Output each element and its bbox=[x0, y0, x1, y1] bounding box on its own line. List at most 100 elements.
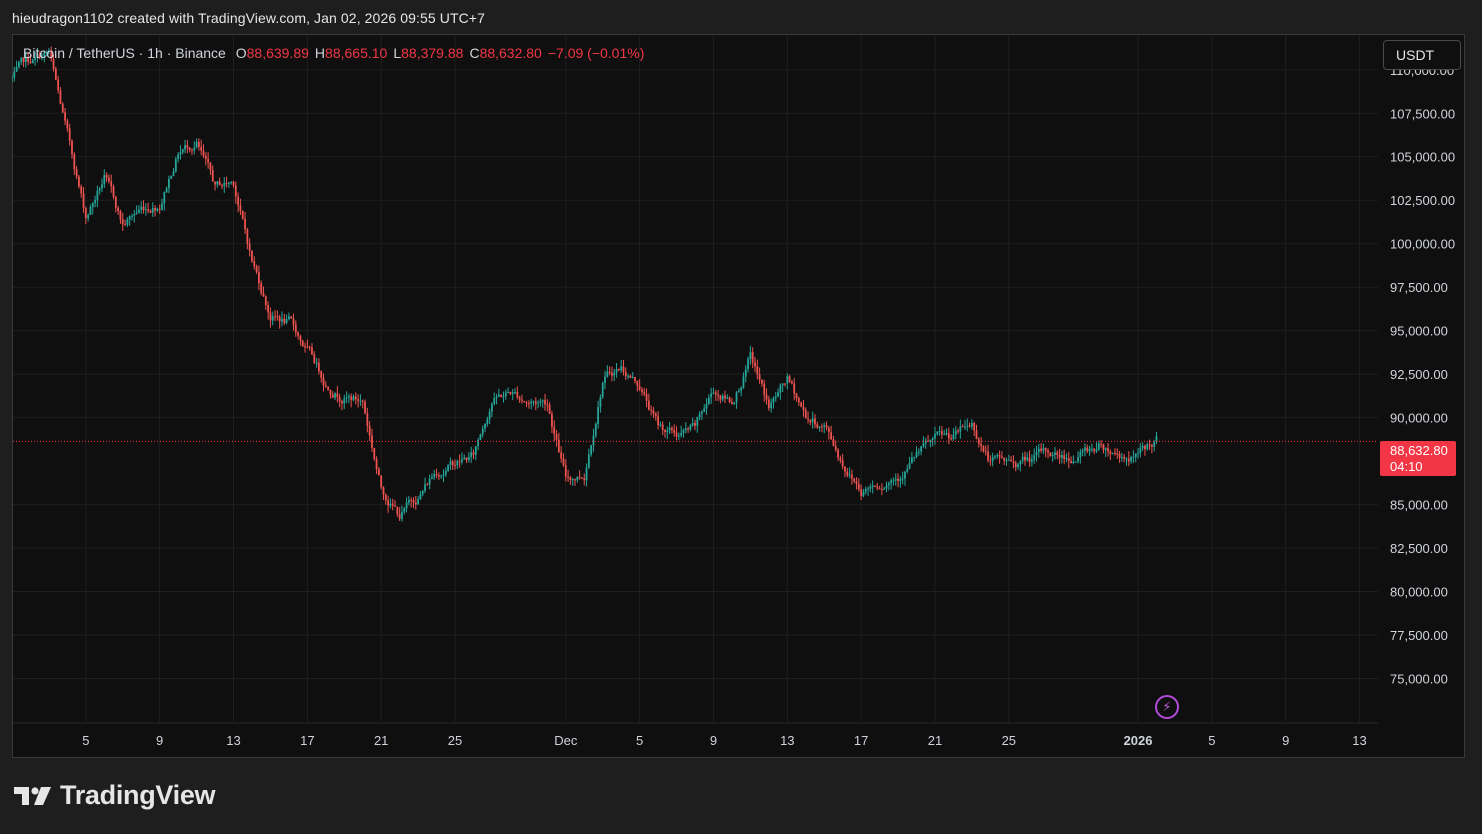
candle-body bbox=[135, 212, 138, 215]
candle-body bbox=[1120, 457, 1123, 459]
candle-body bbox=[133, 214, 136, 216]
candle-body bbox=[553, 427, 556, 435]
y-tick-label: 75,000.00 bbox=[1390, 672, 1448, 687]
candle-body bbox=[647, 400, 650, 410]
candle-body bbox=[650, 409, 653, 411]
candle-body bbox=[502, 396, 505, 398]
candle-body bbox=[1003, 458, 1006, 461]
candle-body bbox=[749, 352, 752, 359]
brand-name: TradingView bbox=[60, 780, 216, 810]
candle-body bbox=[428, 479, 431, 485]
candle-body bbox=[184, 145, 186, 150]
candle-body bbox=[682, 430, 685, 433]
candle-body bbox=[442, 474, 445, 476]
candle-body bbox=[1060, 455, 1063, 458]
candle-body bbox=[950, 438, 953, 440]
candle-body bbox=[940, 431, 943, 435]
candle-body bbox=[527, 403, 530, 405]
candle-body bbox=[537, 402, 539, 404]
candle-body bbox=[154, 207, 156, 211]
symbol-legend: Bitcoin / TetherUS · 1h · Binance O88,63… bbox=[23, 45, 650, 61]
low-label: L bbox=[393, 45, 402, 61]
candle-body bbox=[504, 392, 507, 397]
candle-body bbox=[677, 435, 680, 437]
price-chart[interactable]: 110,000.00107,500.00105,000.00102,500.00… bbox=[12, 34, 1465, 758]
candle-body bbox=[347, 396, 350, 398]
candle-body bbox=[756, 366, 759, 375]
candle-body bbox=[601, 382, 604, 398]
candle-body bbox=[947, 433, 950, 439]
last-price-label: 88,632.80 04:10 bbox=[1380, 441, 1456, 476]
candle-body bbox=[493, 398, 496, 404]
candle-body bbox=[177, 154, 180, 160]
candle-body bbox=[64, 112, 66, 121]
x-tick-label: 25 bbox=[448, 733, 462, 748]
y-tick-label: 102,500.00 bbox=[1390, 193, 1455, 208]
candle-body bbox=[84, 207, 87, 219]
candle-body bbox=[472, 452, 475, 455]
candle-body bbox=[657, 416, 659, 426]
candle-body bbox=[1095, 449, 1098, 452]
currency-selector-button[interactable]: USDT bbox=[1383, 40, 1461, 70]
y-tick-label: 80,000.00 bbox=[1390, 585, 1448, 600]
candle-body bbox=[467, 456, 470, 461]
candle-body bbox=[1072, 461, 1075, 464]
candle-body bbox=[80, 186, 83, 194]
candle-body bbox=[384, 494, 387, 501]
lightning-bolt-icon[interactable]: ⚡ bbox=[1155, 695, 1179, 719]
candle-body bbox=[435, 474, 438, 476]
candle-body bbox=[827, 427, 830, 433]
candle-body bbox=[675, 432, 678, 437]
candle-body bbox=[1019, 460, 1022, 465]
candle-body bbox=[440, 475, 443, 477]
candle-body bbox=[740, 387, 743, 391]
candle-body bbox=[1037, 448, 1040, 453]
candle-body bbox=[239, 205, 242, 211]
candle-body bbox=[1153, 441, 1156, 447]
candle-body bbox=[915, 452, 918, 457]
candle-body bbox=[66, 120, 69, 129]
candle-body bbox=[987, 451, 989, 461]
candle-body bbox=[241, 210, 244, 219]
candle-body bbox=[264, 296, 267, 305]
candle-body bbox=[43, 52, 46, 56]
high-label: H bbox=[314, 45, 326, 61]
candle-body bbox=[338, 397, 341, 402]
candle-body bbox=[1079, 452, 1082, 458]
candle-body bbox=[643, 392, 646, 395]
candle-body bbox=[975, 430, 978, 440]
y-tick-label: 90,000.00 bbox=[1390, 411, 1448, 426]
change-value: −7.09 (−0.01%) bbox=[547, 45, 645, 61]
candle-body bbox=[970, 423, 973, 427]
candle-body bbox=[1146, 444, 1149, 450]
candle-body bbox=[322, 377, 325, 386]
candle-body bbox=[809, 419, 812, 423]
candle-body bbox=[1123, 457, 1126, 459]
candle-body bbox=[89, 207, 92, 215]
candle-body bbox=[514, 392, 516, 394]
candle-body bbox=[168, 178, 170, 189]
candle-body bbox=[938, 431, 941, 433]
open-label: O bbox=[235, 45, 247, 61]
candle-body bbox=[377, 469, 380, 476]
candle-body bbox=[523, 401, 526, 403]
candle-body bbox=[634, 377, 636, 381]
candle-body bbox=[329, 389, 332, 395]
candle-body bbox=[890, 480, 893, 484]
candle-body bbox=[952, 434, 955, 439]
candle-body bbox=[521, 399, 523, 402]
x-tick-label: 9 bbox=[156, 733, 163, 748]
chart-pane[interactable] bbox=[12, 34, 1465, 758]
candle-body bbox=[75, 169, 78, 177]
candle-body bbox=[532, 401, 535, 403]
candle-body bbox=[297, 332, 300, 336]
candle-body bbox=[221, 185, 223, 187]
candle-body bbox=[98, 188, 101, 191]
candle-body bbox=[313, 354, 316, 363]
candle-body bbox=[200, 146, 203, 151]
candle-body bbox=[426, 484, 429, 486]
candle-body bbox=[119, 210, 122, 220]
candle-body bbox=[172, 171, 175, 176]
candle-body bbox=[991, 457, 994, 461]
candle-body bbox=[555, 434, 558, 440]
